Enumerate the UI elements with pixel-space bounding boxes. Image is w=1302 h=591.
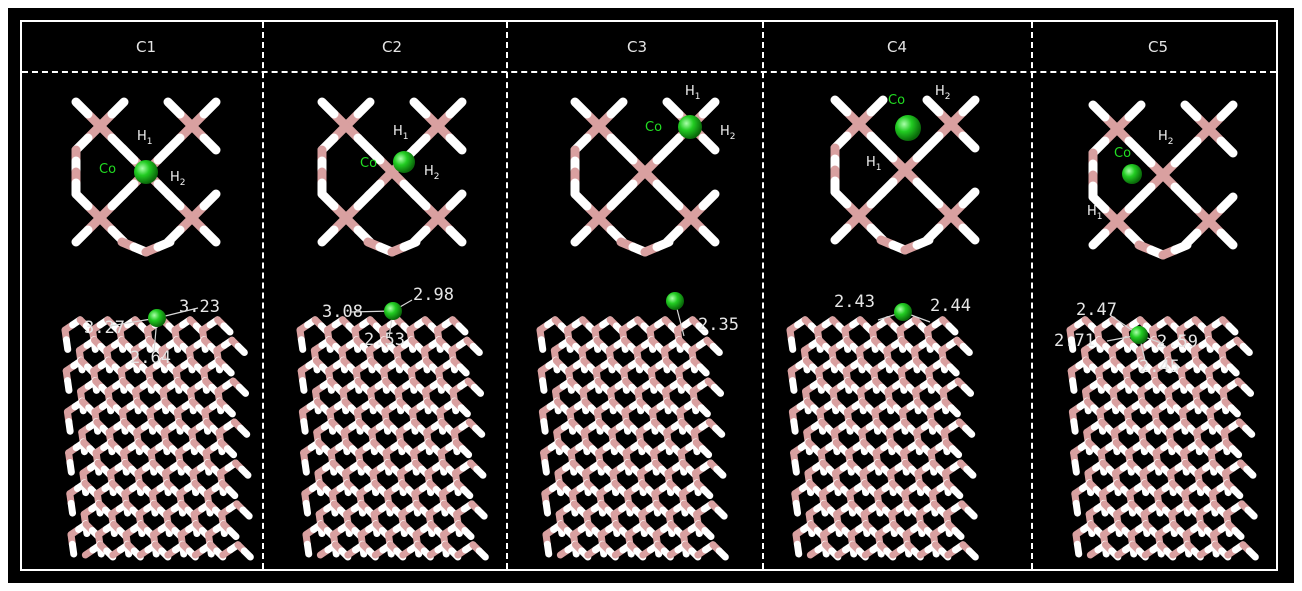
c2-distance-3: 2.53 (364, 330, 405, 350)
panel-header-c2: C2 (381, 38, 403, 56)
cobalt-atom (148, 309, 166, 327)
panel-divider-3 (762, 22, 764, 569)
panel-divider-4 (1031, 22, 1033, 569)
cobalt-atom (393, 151, 415, 173)
header-divider (22, 71, 1276, 73)
cobalt-atom (678, 115, 702, 139)
c1-distance-3: 2.64 (130, 348, 171, 368)
adsorption-overlay: Co H1 H2 Co H1 H2 Co H1 H2 Co H2 H1 Co H… (84, 84, 1198, 377)
top-cage-c5 (1088, 100, 1238, 260)
c2-distance-1: 3.08 (322, 302, 363, 322)
top-cage-c3 (570, 97, 720, 257)
c5-distance-2: 2.71 (1054, 331, 1095, 351)
top-cage-c2 (317, 97, 467, 257)
side-slab-c3 (536, 316, 729, 561)
panel-header-c3: C3 (626, 38, 648, 56)
cobalt-atom (666, 292, 684, 310)
side-slab-c5 (1066, 316, 1259, 561)
c2-distance-2: 2.98 (413, 285, 454, 305)
c2-h2-label: H2 (424, 164, 440, 182)
panel-header-c4: C4 (886, 38, 908, 56)
figure-border (20, 20, 1278, 571)
c1-h1-label: H1 (137, 129, 153, 147)
cobalt-atom (134, 160, 158, 184)
cobalt-atom (384, 302, 402, 320)
c4-co-label: Co (888, 93, 905, 108)
c1-h2-label: H2 (170, 170, 186, 188)
c4-h2-label: H2 (935, 84, 951, 102)
c5-h1-label: H1 (1087, 204, 1103, 222)
c1-co-label: Co (99, 162, 116, 177)
c4-distance-1: 2.43 (834, 292, 875, 312)
panel-header-c5: C5 (1147, 38, 1169, 56)
c1-distance-1: 3.27 (84, 318, 125, 338)
c3-h1-label: H1 (685, 84, 701, 102)
c3-distance-1: 2.35 (698, 315, 739, 335)
side-slab-c2 (296, 316, 489, 561)
c2-co-label: Co (360, 156, 377, 171)
cobalt-atom (894, 303, 912, 321)
cobalt-atom (1130, 326, 1148, 344)
panel-divider-1 (262, 22, 264, 569)
c5-distance-3: 2.59 (1157, 332, 1198, 352)
c5-co-label: Co (1114, 146, 1131, 161)
c5-h2-label: H2 (1158, 129, 1174, 147)
c2-h1-label: H1 (393, 124, 409, 142)
c3-h2-label: H2 (720, 124, 736, 142)
c3-co-label: Co (645, 120, 662, 135)
side-view-slabs (61, 316, 1259, 561)
c4-distance-2: 2.44 (930, 296, 971, 316)
cobalt-atom (1122, 164, 1142, 184)
side-slab-c1 (61, 316, 254, 561)
side-slab-c4 (786, 316, 979, 561)
c4-h1-label: H1 (866, 155, 882, 173)
panel-divider-2 (506, 22, 508, 569)
top-view-cages (71, 95, 1238, 260)
c5-distance-4: 2.45 (1139, 357, 1180, 377)
cobalt-atoms (109, 115, 1165, 361)
cobalt-atom (895, 115, 921, 141)
top-cage-c4 (830, 95, 980, 255)
c1-distance-2: 3.23 (179, 297, 220, 317)
c5-distance-1: 2.47 (1076, 300, 1117, 320)
panel-header-c1: C1 (135, 38, 157, 56)
